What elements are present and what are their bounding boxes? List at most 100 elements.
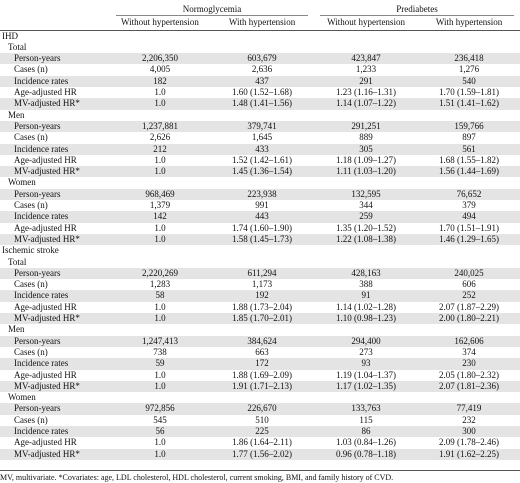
table-cell: 1.91 (1.62–2.25) xyxy=(418,448,520,460)
table-row: Person-years 1,247,413 384,624 294,400 162,6… xyxy=(0,335,520,347)
subsection-header-row: Men xyxy=(0,110,520,121)
table-cell: 4,005 xyxy=(149,64,171,75)
table-cell: 2,626 xyxy=(149,132,171,143)
table-cell: 252 xyxy=(418,290,520,302)
table-row: Incidence rates 59 172 93 230 xyxy=(0,358,520,370)
table-cell: 972,856 xyxy=(110,403,210,415)
table-cell: 540 xyxy=(418,75,520,88)
table-cell: 1.85 (1.70–2.01) xyxy=(210,313,315,325)
table-row: Age-adjusted HR 1.0 1.88 (1.69–2.09) 1.19 (… xyxy=(0,370,520,381)
table-cell: 1.86 (1.64–2.11) xyxy=(232,437,292,448)
table-cell: 388 xyxy=(359,279,373,290)
table-cell: 1.14 (1.07–1.22) xyxy=(314,98,419,110)
table-cell: 2.07 (1.87–2.29) xyxy=(439,301,500,312)
table-cell: 1.0 xyxy=(154,369,166,380)
table-cell: 1.48 (1.41–1.56) xyxy=(210,98,315,110)
row-label: Cases (n) xyxy=(14,132,48,143)
table-cell: 1.0 xyxy=(154,154,166,165)
table-cell: 1,233 xyxy=(355,64,377,75)
table-row: Incidence rates 142 443 259 494 xyxy=(0,211,520,223)
table-cell: 968,469 xyxy=(110,188,210,201)
table-cell: 91 xyxy=(314,290,419,302)
subsection-title: Men xyxy=(8,109,25,120)
table-footnote: MV, multivariate. *Covariates: age, LDL … xyxy=(0,470,520,483)
table-row: Incidence rates 212 433 305 561 xyxy=(0,143,520,155)
table-cell: 273 xyxy=(359,346,373,357)
row-label: Cases (n) xyxy=(14,346,48,357)
table-cell: 1,283 xyxy=(149,279,171,290)
table-cell: 1.11 (1.03–1.20) xyxy=(314,166,419,178)
table-cell: 738 xyxy=(153,346,167,357)
table-cell: 1.88 (1.69–2.09) xyxy=(232,369,292,380)
table-row: MV-adjusted HR* 1.0 1.91 (1.71–2.13) 1.17 (… xyxy=(0,380,520,393)
table-cell: 300 xyxy=(418,425,520,438)
table-row: Cases (n) 4,005 2,636 1,233 1,276 xyxy=(0,64,520,75)
row-label: Cases (n) xyxy=(14,279,48,290)
subsection-header-row: Total xyxy=(0,42,520,53)
table-cell: 1.0 xyxy=(110,98,210,110)
table-cell: 1.51 (1.41–1.62) xyxy=(418,98,520,110)
row-label: Incidence rates xyxy=(0,75,110,88)
row-label: Incidence rates xyxy=(0,143,110,155)
table-cell: 2,220,269 xyxy=(110,267,210,280)
table-cell: 1,645 xyxy=(251,132,273,143)
table-cell: 2,636 xyxy=(251,64,273,75)
table-row: Person-years 972,856 226,670 133,763 77,419 xyxy=(0,403,520,415)
row-label: Incidence rates xyxy=(0,290,110,302)
subsection-header-row: Men xyxy=(0,324,520,335)
table-cell: 379 xyxy=(462,200,476,211)
row-label: MV-adjusted HR* xyxy=(0,233,110,246)
table-cell: 663 xyxy=(255,346,269,357)
row-label: Age-adjusted HR xyxy=(14,437,77,448)
table-cell: 510 xyxy=(255,414,269,425)
group-header-row: Normoglycemia Prediabetes xyxy=(0,4,520,17)
table-row: Person-years 968,469 223,938 132,595 76,652 xyxy=(0,188,520,201)
group-header-normoglycemia: Normoglycemia xyxy=(116,4,309,17)
table-cell: 159,766 xyxy=(418,120,520,133)
table-row: Cases (n) 738 663 273 374 xyxy=(0,347,520,358)
table-row: MV-adjusted HR* 1.0 1.85 (1.70–2.01) 1.10 (… xyxy=(0,313,520,325)
row-label: Incidence rates xyxy=(0,425,110,438)
table-cell: 2.07 (1.81–2.36) xyxy=(418,380,520,393)
table-cell: 236,418 xyxy=(418,53,520,65)
row-label: Age-adjusted HR xyxy=(14,87,77,98)
table-cell: 1.18 (1.09–1.27) xyxy=(336,154,397,165)
table-row: Age-adjusted HR 1.0 1.88 (1.73–2.04) 1.14 (… xyxy=(0,302,520,313)
table-cell: 0.96 (0.78–1.18) xyxy=(314,448,419,460)
table-cell: 291,251 xyxy=(314,120,419,133)
row-label: Person-years xyxy=(0,267,110,280)
subsection-header-row: Women xyxy=(0,392,520,403)
subsection-title: Women xyxy=(8,177,36,188)
table-cell: 305 xyxy=(314,143,419,155)
table-cell: 1.0 xyxy=(110,233,210,246)
table-cell: 897 xyxy=(462,132,476,143)
row-label: MV-adjusted HR* xyxy=(0,448,110,460)
table-cell: 1.88 (1.73–2.04) xyxy=(232,301,292,312)
table-cell: 1.22 (1.08–1.38) xyxy=(314,233,419,246)
table-cell: 1.0 xyxy=(154,437,166,448)
row-label: Incidence rates xyxy=(0,211,110,223)
table-cell: 1.45 (1.36–1.54) xyxy=(210,166,315,178)
table-cell: 428,163 xyxy=(314,267,419,280)
table-cell: 1.91 (1.71–2.13) xyxy=(210,380,315,393)
table-row: Cases (n) 545 510 115 232 xyxy=(0,415,520,426)
table-cell: 2.00 (1.80–2.21) xyxy=(418,313,520,325)
table-cell: 240,025 xyxy=(418,267,520,280)
row-label: Person-years xyxy=(0,120,110,133)
table-row: Age-adjusted HR 1.0 1.74 (1.60–1.90) 1.35 (… xyxy=(0,223,520,234)
row-label: Age-adjusted HR xyxy=(14,154,77,165)
table-cell: 545 xyxy=(153,414,167,425)
table-cell: 1.14 (1.02–1.28) xyxy=(336,301,397,312)
table-cell: 1.0 xyxy=(110,448,210,460)
subsection-title: Men xyxy=(8,324,25,335)
table-cell: 182 xyxy=(110,75,210,88)
table-cell: 561 xyxy=(418,143,520,155)
table-cell: 1.70 (1.59–1.81) xyxy=(439,87,500,98)
row-label: Person-years xyxy=(0,403,110,415)
table-cell: 1.56 (1.44–1.69) xyxy=(418,166,520,178)
table-cell: 1.35 (1.20–1.52) xyxy=(336,222,397,233)
table-cell: 58 xyxy=(110,290,210,302)
table-cell: 1.0 xyxy=(154,301,166,312)
table-row: Age-adjusted HR 1.0 1.52 (1.42–1.61) 1.18 (… xyxy=(0,155,520,166)
